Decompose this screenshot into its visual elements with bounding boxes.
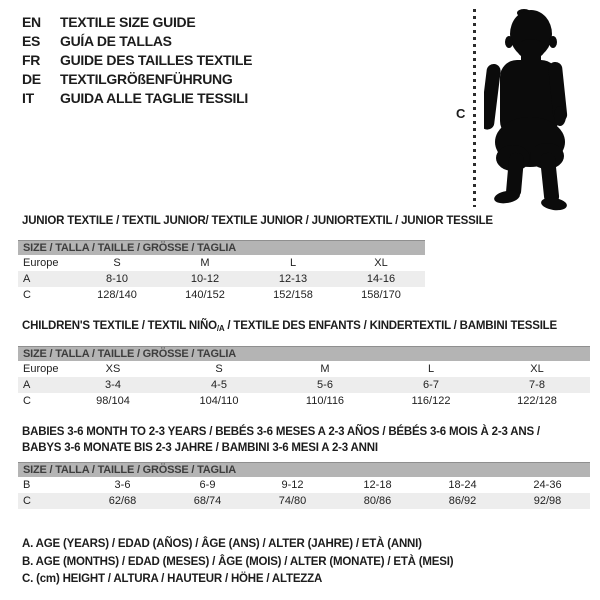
row-label: A <box>23 379 31 391</box>
height-dotted-line <box>473 9 476 207</box>
table-cell: M <box>320 363 330 375</box>
table-cell: 6-7 <box>423 379 439 391</box>
lang-code: FR <box>22 52 41 68</box>
children-section-title: CHILDREN'S TEXTILE / TEXTIL NIÑO/A / TEX… <box>22 318 557 337</box>
babies-size-table: SIZE / TALLA / TAILLE / GRÖSSE / TAGLIA … <box>18 462 590 509</box>
table-cell: M <box>200 257 210 269</box>
table-cell: 92/98 <box>533 495 562 507</box>
legend-line-c: C. (cm) HEIGHT / ALTURA / HAUTEUR / HÖHE… <box>22 573 323 585</box>
junior-section-title: JUNIOR TEXTILE / TEXTIL JUNIOR/ TEXTILE … <box>22 215 493 227</box>
row-label: B <box>23 479 31 491</box>
table-row: A 3-4 4-5 5-6 6-7 7-8 <box>18 377 590 393</box>
table-cell: 140/152 <box>185 289 225 301</box>
children-title-suffix: / TEXTILE DES ENFANTS / KINDERTEXTIL / B… <box>224 320 557 332</box>
table-cell: 122/128 <box>517 395 557 407</box>
table-row: Europe XS S M L XL <box>18 361 590 377</box>
lang-row-it: IT GUIDA ALLE TAGLIE TESSILI <box>22 89 252 108</box>
table-cell: XL <box>374 257 388 269</box>
table-cell: 6-9 <box>199 479 216 491</box>
row-label: Europe <box>23 257 59 269</box>
lang-label: TEXTILGRÖßENFÜHRUNG <box>60 71 233 87</box>
lang-row-fr: FR GUIDE DES TAILLES TEXTILE <box>22 51 252 70</box>
table-cell: 8-10 <box>105 273 129 285</box>
table-cell: 158/170 <box>361 289 401 301</box>
row-label: C <box>23 289 31 301</box>
table-cell: 7-8 <box>529 379 545 391</box>
table-row: A 8-10 10-12 12-13 14-16 <box>18 271 425 287</box>
lang-label: GUÍA DE TALLAS <box>60 33 172 49</box>
table-cell: 3-4 <box>105 379 121 391</box>
size-table-header: SIZE / TALLA / TAILLE / GRÖSSE / TAGLIA <box>18 240 425 255</box>
lang-code: EN <box>22 14 41 30</box>
table-cell: 128/140 <box>97 289 137 301</box>
table-cell: 68/74 <box>193 495 222 507</box>
babies-section-title: BABIES 3-6 MONTH TO 2-3 YEARS / BEBÉS 3-… <box>22 424 582 456</box>
lang-code: IT <box>22 90 34 106</box>
table-cell: 62/68 <box>108 495 137 507</box>
row-label: C <box>23 495 31 507</box>
table-row: C 128/140 140/152 152/158 158/170 <box>18 287 425 303</box>
table-cell: 18-24 <box>448 479 477 491</box>
lang-code: DE <box>22 71 41 87</box>
table-cell: S <box>113 257 121 269</box>
lang-row-de: DE TEXTILGRÖßENFÜHRUNG <box>22 70 252 89</box>
legend: A. AGE (YEARS) / EDAD (AÑOS) / ÂGE (ANS)… <box>22 536 454 589</box>
table-row: B 3-6 6-9 9-12 12-18 18-24 24-36 <box>18 477 590 493</box>
table-cell: 3-6 <box>114 479 131 491</box>
legend-line-b: B. AGE (MONTHS) / EDAD (MESES) / ÂGE (MO… <box>22 555 454 568</box>
table-cell: 10-12 <box>190 273 220 285</box>
table-cell: 110/116 <box>305 395 345 407</box>
table-cell: 74/80 <box>278 495 307 507</box>
table-cell: S <box>215 363 223 375</box>
table-cell: 80/86 <box>363 495 392 507</box>
lang-label: TEXTILE SIZE GUIDE <box>60 14 196 30</box>
table-cell: 9-12 <box>281 479 304 491</box>
table-cell: 12-13 <box>278 273 308 285</box>
table-cell: XL <box>530 363 544 375</box>
table-cell: 152/158 <box>273 289 313 301</box>
table-row: C 62/68 68/74 74/80 80/86 86/92 92/98 <box>18 493 590 509</box>
table-cell: 12-18 <box>363 479 392 491</box>
table-cell: L <box>289 257 297 269</box>
children-title-prefix: CHILDREN'S TEXTILE / TEXTIL NIÑO <box>22 320 217 332</box>
size-table-header: SIZE / TALLA / TAILLE / GRÖSSE / TAGLIA <box>18 346 590 361</box>
lang-label: GUIDE DES TAILLES TEXTILE <box>60 52 253 68</box>
table-cell: 5-6 <box>317 379 333 391</box>
table-cell: 98/104 <box>96 395 130 407</box>
junior-size-table: SIZE / TALLA / TAILLE / GRÖSSE / TAGLIA … <box>18 240 425 303</box>
table-cell: 4-5 <box>211 379 227 391</box>
table-cell: 14-16 <box>366 273 396 285</box>
table-cell: 86/92 <box>448 495 477 507</box>
table-cell: 116/122 <box>411 395 451 407</box>
table-cell: XS <box>105 363 121 375</box>
row-label: Europe <box>23 363 59 375</box>
babies-title-line2: BABYS 3-6 MONATE BIS 2-3 JAHRE / BAMBINI… <box>22 442 378 454</box>
table-cell: 104/110 <box>199 395 239 407</box>
legend-line-a: A. AGE (YEARS) / EDAD (AÑOS) / ÂGE (ANS)… <box>22 538 422 550</box>
table-cell: L <box>427 363 435 375</box>
table-row: C 98/104 104/110 110/116 116/122 122/128 <box>18 393 590 409</box>
height-marker-label: C <box>456 106 466 121</box>
baby-silhouette-icon <box>484 9 568 211</box>
lang-row-es: ES GUÍA DE TALLAS <box>22 32 252 51</box>
babies-title-line1: BABIES 3-6 MONTH TO 2-3 YEARS / BEBÉS 3-… <box>22 426 540 438</box>
row-label: C <box>23 395 31 407</box>
children-title-sub: /A <box>216 324 225 333</box>
children-size-table: SIZE / TALLA / TAILLE / GRÖSSE / TAGLIA … <box>18 346 590 409</box>
table-cell: 24-36 <box>533 479 562 491</box>
lang-row-en: EN TEXTILE SIZE GUIDE <box>22 13 252 32</box>
language-list: EN TEXTILE SIZE GUIDE ES GUÍA DE TALLAS … <box>22 13 252 108</box>
table-row: Europe S M L XL <box>18 255 425 271</box>
row-label: A <box>23 273 31 285</box>
lang-code: ES <box>22 33 41 49</box>
size-table-header: SIZE / TALLA / TAILLE / GRÖSSE / TAGLIA <box>18 462 590 477</box>
lang-label: GUIDA ALLE TAGLIE TESSILI <box>60 90 248 106</box>
